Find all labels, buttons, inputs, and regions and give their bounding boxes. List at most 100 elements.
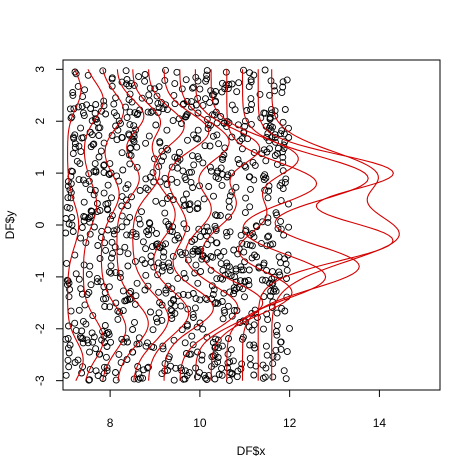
data-point: [173, 178, 181, 186]
data-point: [278, 127, 286, 135]
data-point: [261, 66, 269, 74]
data-point: [200, 195, 208, 203]
y-tick-label: -1: [33, 271, 47, 282]
data-point: [275, 253, 283, 261]
data-point: [119, 307, 127, 315]
data-point: [195, 225, 203, 233]
data-point: [85, 270, 93, 278]
data-point: [104, 328, 112, 336]
data-point: [211, 222, 219, 230]
data-point: [75, 176, 83, 184]
data-point: [218, 181, 226, 189]
data-point: [187, 178, 195, 186]
data-point: [163, 106, 171, 114]
data-point: [112, 376, 120, 384]
data-point: [250, 233, 258, 241]
density-curve: [163, 69, 214, 381]
data-point: [110, 100, 118, 108]
data-point: [74, 82, 82, 90]
data-point: [212, 239, 220, 247]
data-point: [277, 338, 285, 346]
data-point: [101, 322, 109, 329]
data-point: [87, 105, 95, 112]
data-point: [203, 67, 211, 75]
data-point: [210, 192, 217, 200]
data-point: [211, 375, 219, 383]
data-point: [147, 308, 154, 316]
data-point: [62, 371, 70, 379]
data-point: [284, 251, 292, 259]
data-point: [92, 345, 100, 353]
data-point: [100, 189, 108, 197]
data-point: [129, 136, 137, 144]
y-tick-label: 2: [33, 118, 47, 125]
data-point: [193, 247, 201, 255]
data-point: [246, 341, 254, 349]
data-point: [283, 348, 291, 356]
data-point: [226, 358, 234, 366]
data-point: [171, 309, 179, 317]
data-point: [71, 144, 79, 151]
data-point: [194, 135, 202, 143]
data-point: [124, 250, 132, 258]
data-point: [264, 316, 272, 324]
data-point: [184, 136, 191, 144]
data-point: [64, 356, 72, 364]
data-point: [206, 99, 214, 107]
data-point: [269, 360, 277, 368]
data-point: [238, 360, 246, 368]
data-point: [163, 126, 171, 134]
data-point: [196, 233, 204, 241]
data-point: [180, 269, 188, 277]
data-point: [281, 178, 289, 186]
data-point: [164, 146, 172, 154]
data-point: [260, 259, 268, 267]
data-point: [246, 354, 254, 362]
data-point: [246, 241, 254, 249]
data-point: [273, 149, 281, 157]
data-point: [218, 364, 225, 372]
data-point: [83, 101, 91, 109]
data-point: [220, 248, 228, 256]
data-point: [240, 66, 247, 74]
x-tick-label: 8: [107, 416, 114, 430]
data-point: [159, 345, 167, 353]
data-point: [245, 83, 253, 91]
data-point: [241, 209, 249, 217]
data-point: [125, 82, 133, 90]
data-point: [98, 336, 106, 344]
y-tick-label: 0: [33, 221, 47, 228]
data-point: [136, 220, 144, 228]
data-point: [122, 103, 129, 111]
data-point: [227, 346, 235, 354]
data-point: [126, 108, 134, 116]
data-point: [77, 285, 85, 293]
data-point: [71, 319, 79, 327]
data-point: [135, 370, 143, 378]
data-point: [272, 346, 280, 354]
data-point: [189, 310, 197, 318]
data-point: [159, 199, 166, 207]
data-point: [105, 283, 113, 291]
data-point: [91, 109, 99, 117]
data-point: [142, 245, 150, 253]
data-point: [95, 350, 103, 358]
data-point: [135, 73, 143, 81]
data-point: [197, 268, 205, 275]
data-point: [91, 160, 99, 168]
data-point: [84, 339, 92, 347]
data-point: [65, 220, 73, 228]
data-point: [64, 194, 72, 202]
data-point: [267, 106, 275, 114]
data-point: [174, 292, 182, 300]
data-point: [274, 224, 282, 232]
data-point: [144, 282, 152, 290]
density-curve: [67, 69, 84, 381]
data-point: [177, 302, 185, 310]
data-point: [219, 156, 226, 163]
data-point: [264, 214, 272, 222]
data-point: [272, 138, 279, 146]
data-point: [263, 351, 271, 359]
data-point: [96, 207, 104, 214]
data-point: [155, 259, 162, 267]
